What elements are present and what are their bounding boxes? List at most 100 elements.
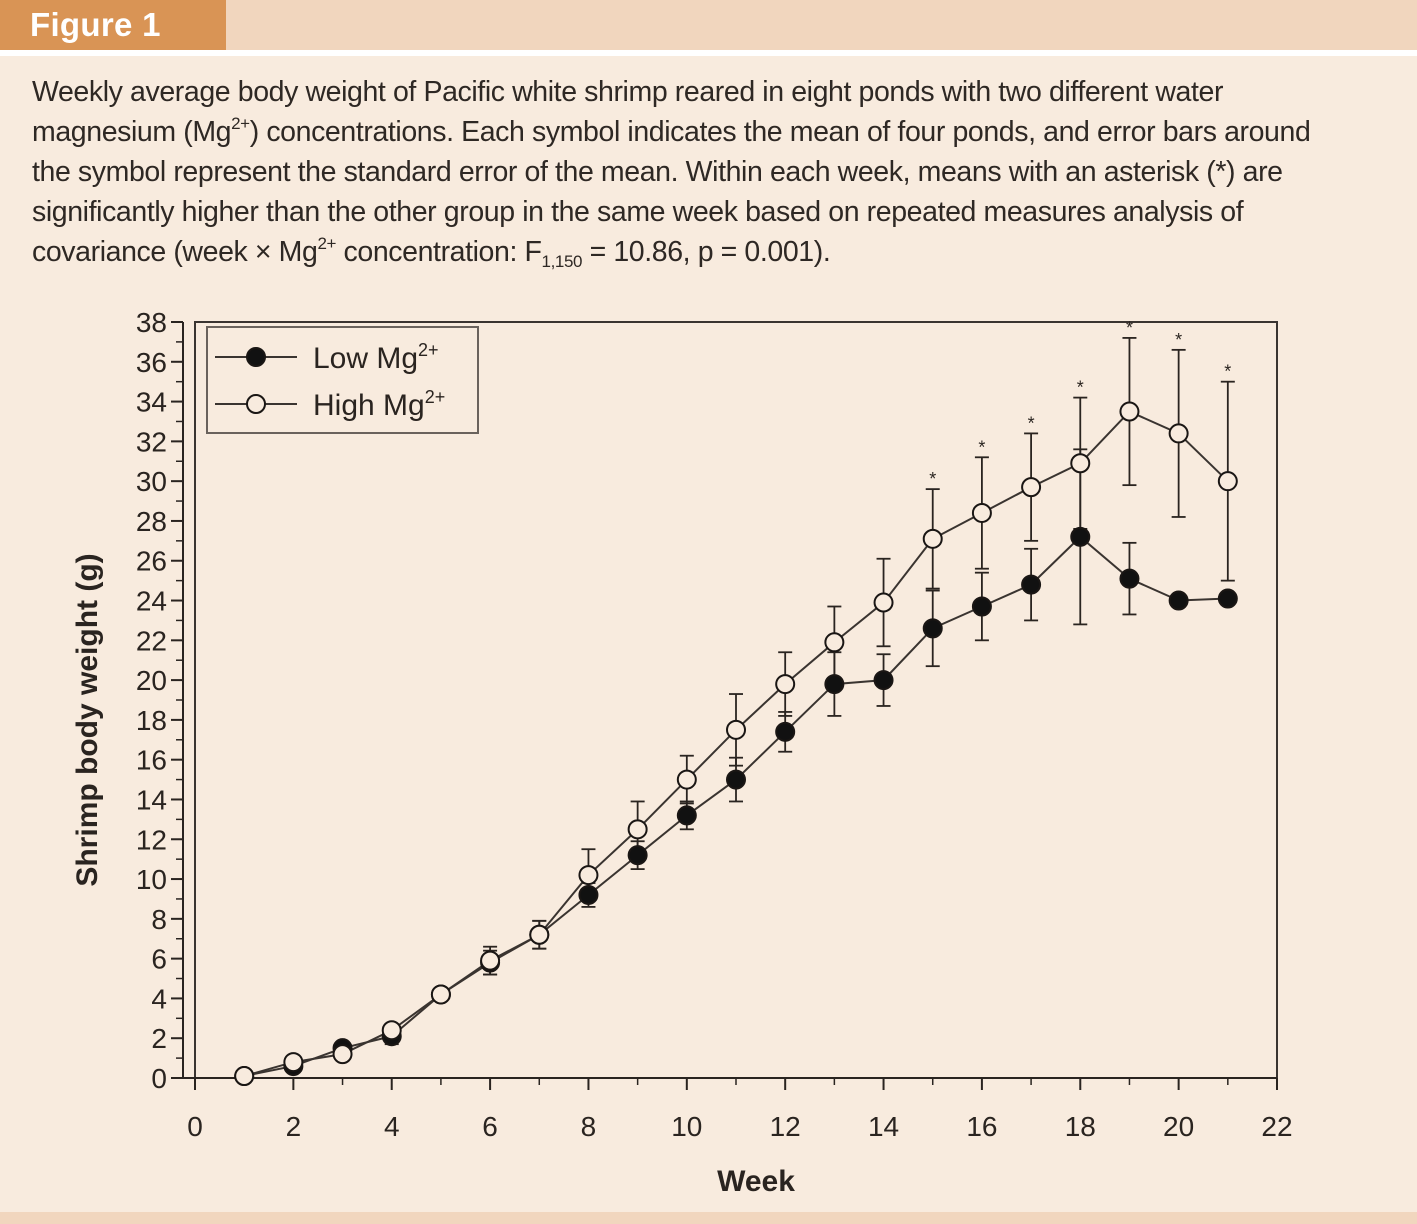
y-tick-label: 4 [151,983,167,1014]
data-point-high-mg [775,674,796,695]
significance-asterisk: * [1126,318,1133,338]
y-tick-label: 2 [151,1023,167,1054]
legend-box [206,326,479,434]
data-point-high-mg [676,769,697,790]
data-point-low-mg [1070,526,1091,547]
legend-label-text: High Mg [313,389,425,422]
x-tick-label: 10 [671,1111,702,1142]
legend-label: High Mg2+ [313,387,445,422]
significance-asterisk: * [1028,413,1035,433]
y-tick-label: 36 [136,347,167,378]
caption-line-2: magnesium (Mg2+) concentrations. Each sy… [32,112,1382,152]
y-tick-label: 20 [136,665,167,696]
legend-marker-open [246,394,266,414]
data-point-high-mg [627,819,648,840]
header-band [0,0,1417,50]
data-point-low-mg [873,670,894,691]
caption-text: ) concentrations. Each symbol indicates … [249,116,1311,148]
significance-asterisk: * [1077,378,1084,398]
caption-superscript: 2+ [231,114,250,133]
data-point-high-mg [332,1044,353,1065]
data-point-high-mg [922,528,943,549]
caption-line-3: the symbol represent the standard error … [32,156,1283,188]
data-point-low-mg [627,845,648,866]
figure-label: Figure 1 [0,0,226,50]
legend-label-text: Low Mg [313,342,418,375]
significance-asterisk: * [1224,362,1231,382]
legend-marker-filled [246,347,266,367]
data-point-low-mg [726,769,746,790]
y-tick-label: 8 [151,904,167,935]
data-point-high-mg [1021,477,1042,498]
caption-line-5: covariance (week × Mg2+ concentration: F… [32,232,1382,272]
data-point-low-mg [1217,588,1238,609]
caption-line-4: significantly higher than the other grou… [32,196,1244,228]
data-point-high-mg [1119,401,1140,422]
y-tick-label: 38 [136,307,167,338]
y-axis-label: Shrimp body weight (g) [71,553,104,886]
x-tick-label: 8 [581,1111,597,1142]
y-tick-label: 34 [136,387,167,418]
caption-text: concentration: F [336,236,542,268]
data-point-high-mg [578,865,599,886]
y-tick-label: 30 [136,466,167,497]
y-tick-label: 6 [151,944,167,975]
x-tick-label: 2 [286,1111,302,1142]
x-tick-label: 12 [770,1111,801,1142]
data-point-high-mg [283,1052,304,1073]
y-tick-label: 0 [151,1063,167,1094]
data-point-low-mg [922,618,943,639]
caption-line-1: Weekly average body weight of Pacific wh… [32,76,1224,108]
y-tick-label: 24 [136,586,167,617]
significance-asterisk: * [929,469,936,489]
legend: Low Mg2+High Mg2+ [206,326,479,434]
y-tick-label: 18 [136,705,167,736]
data-point-high-mg [381,1020,402,1041]
data-point-high-mg [873,592,894,613]
x-tick-label: 0 [187,1111,203,1142]
caption-text: covariance (week × Mg [32,236,318,268]
caption-text: magnesium (Mg [32,116,232,148]
significance-asterisk: * [978,437,985,457]
data-point-high-mg [1217,471,1238,492]
x-tick-label: 6 [482,1111,498,1142]
data-point-high-mg [480,950,501,971]
significance-asterisk: * [1175,330,1182,350]
x-tick-label: 22 [1261,1111,1292,1142]
y-tick-label: 22 [136,625,167,656]
x-axis-label: Week [717,1165,795,1198]
y-tick-label: 10 [136,864,167,895]
caption-subscript: 1,150 [541,252,583,271]
y-tick-label: 28 [136,506,167,537]
y-tick-label: 14 [136,784,167,815]
data-point-high-mg [1168,423,1189,444]
bottom-band [0,1212,1417,1224]
y-tick-label: 12 [136,824,167,855]
x-tick-label: 18 [1065,1111,1096,1142]
legend-label: Low Mg2+ [313,340,439,375]
data-point-low-mg [775,721,796,742]
data-point-high-mg [430,984,451,1005]
data-point-low-mg [1168,590,1189,611]
data-point-low-mg [578,884,599,905]
x-tick-label: 4 [384,1111,400,1142]
data-point-low-mg [676,805,697,826]
figure-caption: Weekly average body weight of Pacific wh… [32,72,1382,272]
legend-label-superscript: 2+ [425,387,446,407]
data-point-low-mg [1021,574,1042,595]
x-tick-label: 14 [868,1111,899,1142]
x-tick-label: 20 [1163,1111,1194,1142]
x-tick-label: 16 [966,1111,997,1142]
caption-superscript: 2+ [317,234,337,253]
data-point-low-mg [824,674,845,695]
data-point-high-mg [529,924,550,945]
data-point-low-mg [971,596,992,617]
data-point-high-mg [234,1066,255,1087]
y-tick-label: 16 [136,745,167,776]
header-rule [0,50,1417,56]
data-point-low-mg [1119,568,1140,589]
data-point-high-mg [726,719,746,740]
legend-label-superscript: 2+ [418,340,439,360]
data-point-high-mg [971,502,992,523]
data-point-high-mg [1070,453,1091,474]
